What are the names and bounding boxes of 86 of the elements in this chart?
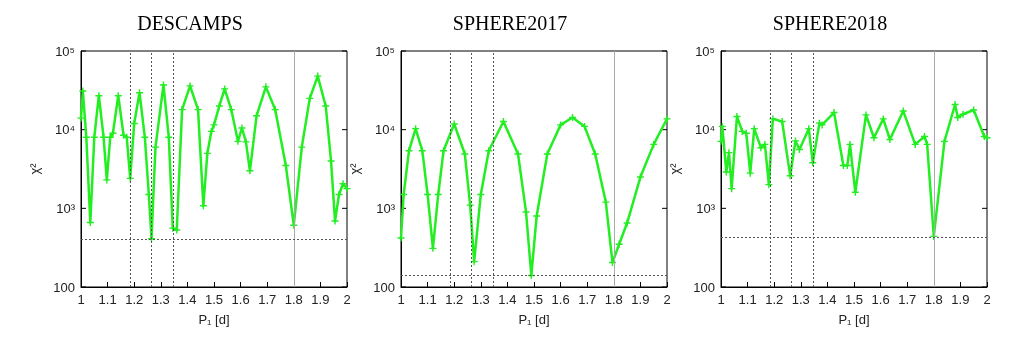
point (253, 112, 261, 120)
x-tick-label: 1.4 (818, 292, 837, 307)
point (271, 106, 279, 114)
y-tick-label: 100 (53, 279, 75, 295)
x-tick-label: 1.8 (604, 292, 623, 307)
x-tick-label: 1.8 (284, 292, 303, 307)
y-tick-label: 10⁵ (375, 43, 395, 59)
x-tick-label: 1.6 (231, 292, 250, 307)
x-tick-label: 2 (663, 292, 671, 307)
x-tick-label: 1.2 (125, 292, 144, 307)
point (477, 190, 485, 198)
point (615, 240, 623, 248)
x-tick-label: 1.6 (551, 292, 570, 307)
x-tick-label: 1.2 (445, 292, 464, 307)
point (405, 147, 413, 155)
point (623, 219, 631, 227)
y-axis-title: χ² (347, 162, 362, 175)
point (109, 129, 117, 137)
y-axis-title: χ² (667, 162, 682, 175)
y-tick-label: 100 (373, 279, 395, 295)
x-tick-label: 1.9 (951, 292, 970, 307)
point (970, 106, 978, 114)
chart-title: SPHERE2017 (452, 12, 568, 34)
x-tick-label: 1.7 (258, 292, 277, 307)
x-tick-label: 1.5 (204, 292, 224, 307)
y-tick-label: 10⁴ (54, 122, 75, 138)
point (343, 185, 351, 193)
x-tick-label: 1 (717, 292, 725, 307)
point (591, 150, 599, 158)
x-tick-label: 1.9 (311, 292, 330, 307)
x-tick-label: 2 (343, 292, 351, 307)
x-tick-label: 1.1 (98, 292, 117, 307)
x-tick-label: 1.3 (151, 292, 170, 307)
x-tick-label: 2 (983, 292, 991, 307)
x-tick-label: 1.5 (524, 292, 544, 307)
point (533, 212, 541, 220)
point (959, 110, 967, 118)
point (514, 150, 522, 158)
x-tick-label: 1 (77, 292, 85, 307)
y-tick-label: 100 (693, 279, 715, 295)
point (339, 180, 347, 188)
y-tick-label: 10⁵ (695, 43, 715, 59)
y-axis-title: χ² (27, 162, 42, 175)
x-axis-title: P₁ [d] (838, 312, 870, 327)
x-tick-label: 1.4 (178, 292, 197, 307)
y-tick-label: 10³ (56, 200, 76, 216)
chart-title: DESCAMPS (137, 12, 243, 34)
y-tick-label: 10⁴ (694, 122, 715, 138)
point (757, 144, 765, 152)
x-tick-label: 1 (397, 292, 405, 307)
point (298, 143, 306, 151)
x-tick-label: 1.7 (898, 292, 917, 307)
point (210, 121, 218, 129)
point (215, 102, 223, 110)
point (151, 143, 159, 151)
point (879, 115, 887, 123)
point (830, 109, 838, 117)
x-axis-title: P₁ [d] (518, 312, 550, 327)
x-tick-label: 1.9 (631, 292, 650, 307)
x-tick-label: 1.3 (471, 292, 490, 307)
x-tick-label: 1.7 (578, 292, 597, 307)
point (923, 140, 931, 148)
x-tick-label: 1.1 (418, 292, 437, 307)
point (242, 138, 250, 146)
y-tick-label: 10³ (376, 200, 396, 216)
x-tick-label: 1.1 (738, 292, 757, 307)
point (522, 208, 530, 216)
y-tick-label: 10⁴ (374, 122, 395, 138)
x-tick-label: 1.4 (498, 292, 517, 307)
point (335, 190, 343, 198)
point (663, 115, 671, 123)
point (778, 118, 786, 125)
x-tick-label: 1.6 (871, 292, 890, 307)
point (557, 121, 565, 129)
y-tick-label: 10³ (696, 200, 716, 216)
x-tick-label: 1.3 (791, 292, 810, 307)
x-tick-label: 1.8 (924, 292, 943, 307)
point (899, 107, 907, 115)
point (769, 115, 777, 123)
x-tick-label: 1.5 (844, 292, 864, 307)
y-tick-label: 10⁵ (55, 43, 75, 59)
x-tick-label: 1.2 (765, 292, 784, 307)
chart-title: SPHERE2018 (772, 12, 888, 34)
x-axis-title: P₁ [d] (198, 312, 230, 327)
point (911, 140, 919, 148)
point (636, 173, 644, 181)
